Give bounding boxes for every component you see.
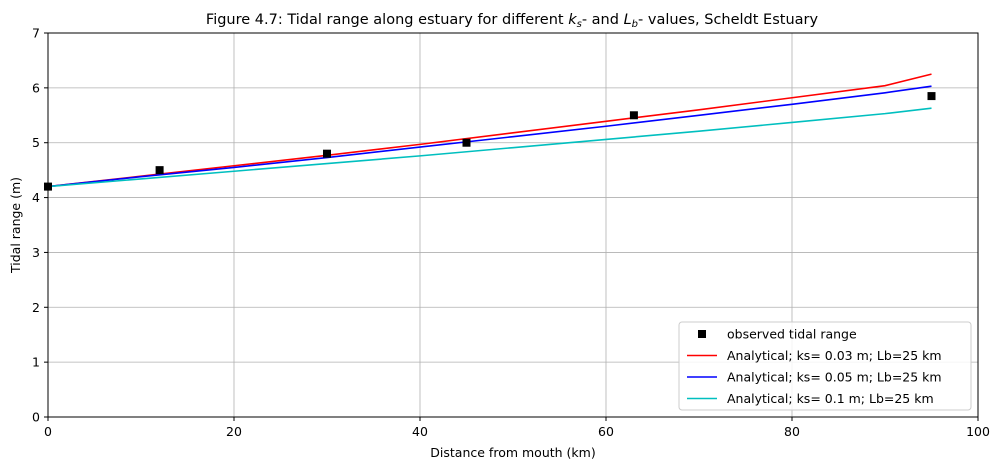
legend-box (678, 321, 972, 411)
series-line-3 (47, 107, 932, 188)
y-tick-label: 6 (32, 80, 40, 95)
legend: observed tidal range Analytical; ks= 0.03… (678, 321, 972, 411)
x-tick-label: 20 (226, 424, 242, 439)
y-tick-label: 5 (32, 135, 40, 150)
axis-ticks: 0 20 40 60 80 100 0 1 2 3 4 5 6 7 (32, 26, 990, 440)
y-tick-label: 2 (32, 300, 40, 315)
series-line-2 (47, 85, 932, 188)
chart-title: Figure 4.7: Tidal range along estuary fo… (206, 12, 819, 30)
x-tick-label: 100 (966, 424, 990, 439)
legend-label: Analytical; ks= 0.05 m; Lb=25 km (727, 370, 942, 385)
y-tick-label: 7 (32, 26, 40, 41)
x-tick-label: 40 (412, 424, 428, 439)
observed-point (927, 92, 936, 101)
series-lines (47, 73, 932, 188)
plot-frame (47, 32, 979, 418)
legend-label: Analytical; ks= 0.03 m; Lb=25 km (727, 348, 942, 363)
y-tick-label: 1 (32, 355, 40, 370)
x-tick-label: 80 (784, 424, 800, 439)
observed-point (155, 166, 164, 175)
legend-marker (698, 330, 706, 338)
y-axis-label: Tidal range (m) (8, 177, 23, 274)
y-tick-label: 0 (32, 410, 40, 425)
legend-label: observed tidal range (727, 327, 857, 342)
legend-label: Analytical; ks= 0.1 m; Lb=25 km (727, 391, 934, 406)
observed-point (323, 149, 331, 158)
series-line-1 (47, 73, 932, 188)
y-tick-label: 3 (32, 245, 40, 260)
y-tick-label: 4 (32, 190, 40, 205)
observed-point (629, 111, 638, 120)
x-tick-label: 0 (44, 424, 52, 439)
x-tick-label: 60 (598, 424, 614, 439)
observed-point (462, 138, 471, 147)
x-axis-label: Distance from mouth (km) (430, 445, 595, 460)
